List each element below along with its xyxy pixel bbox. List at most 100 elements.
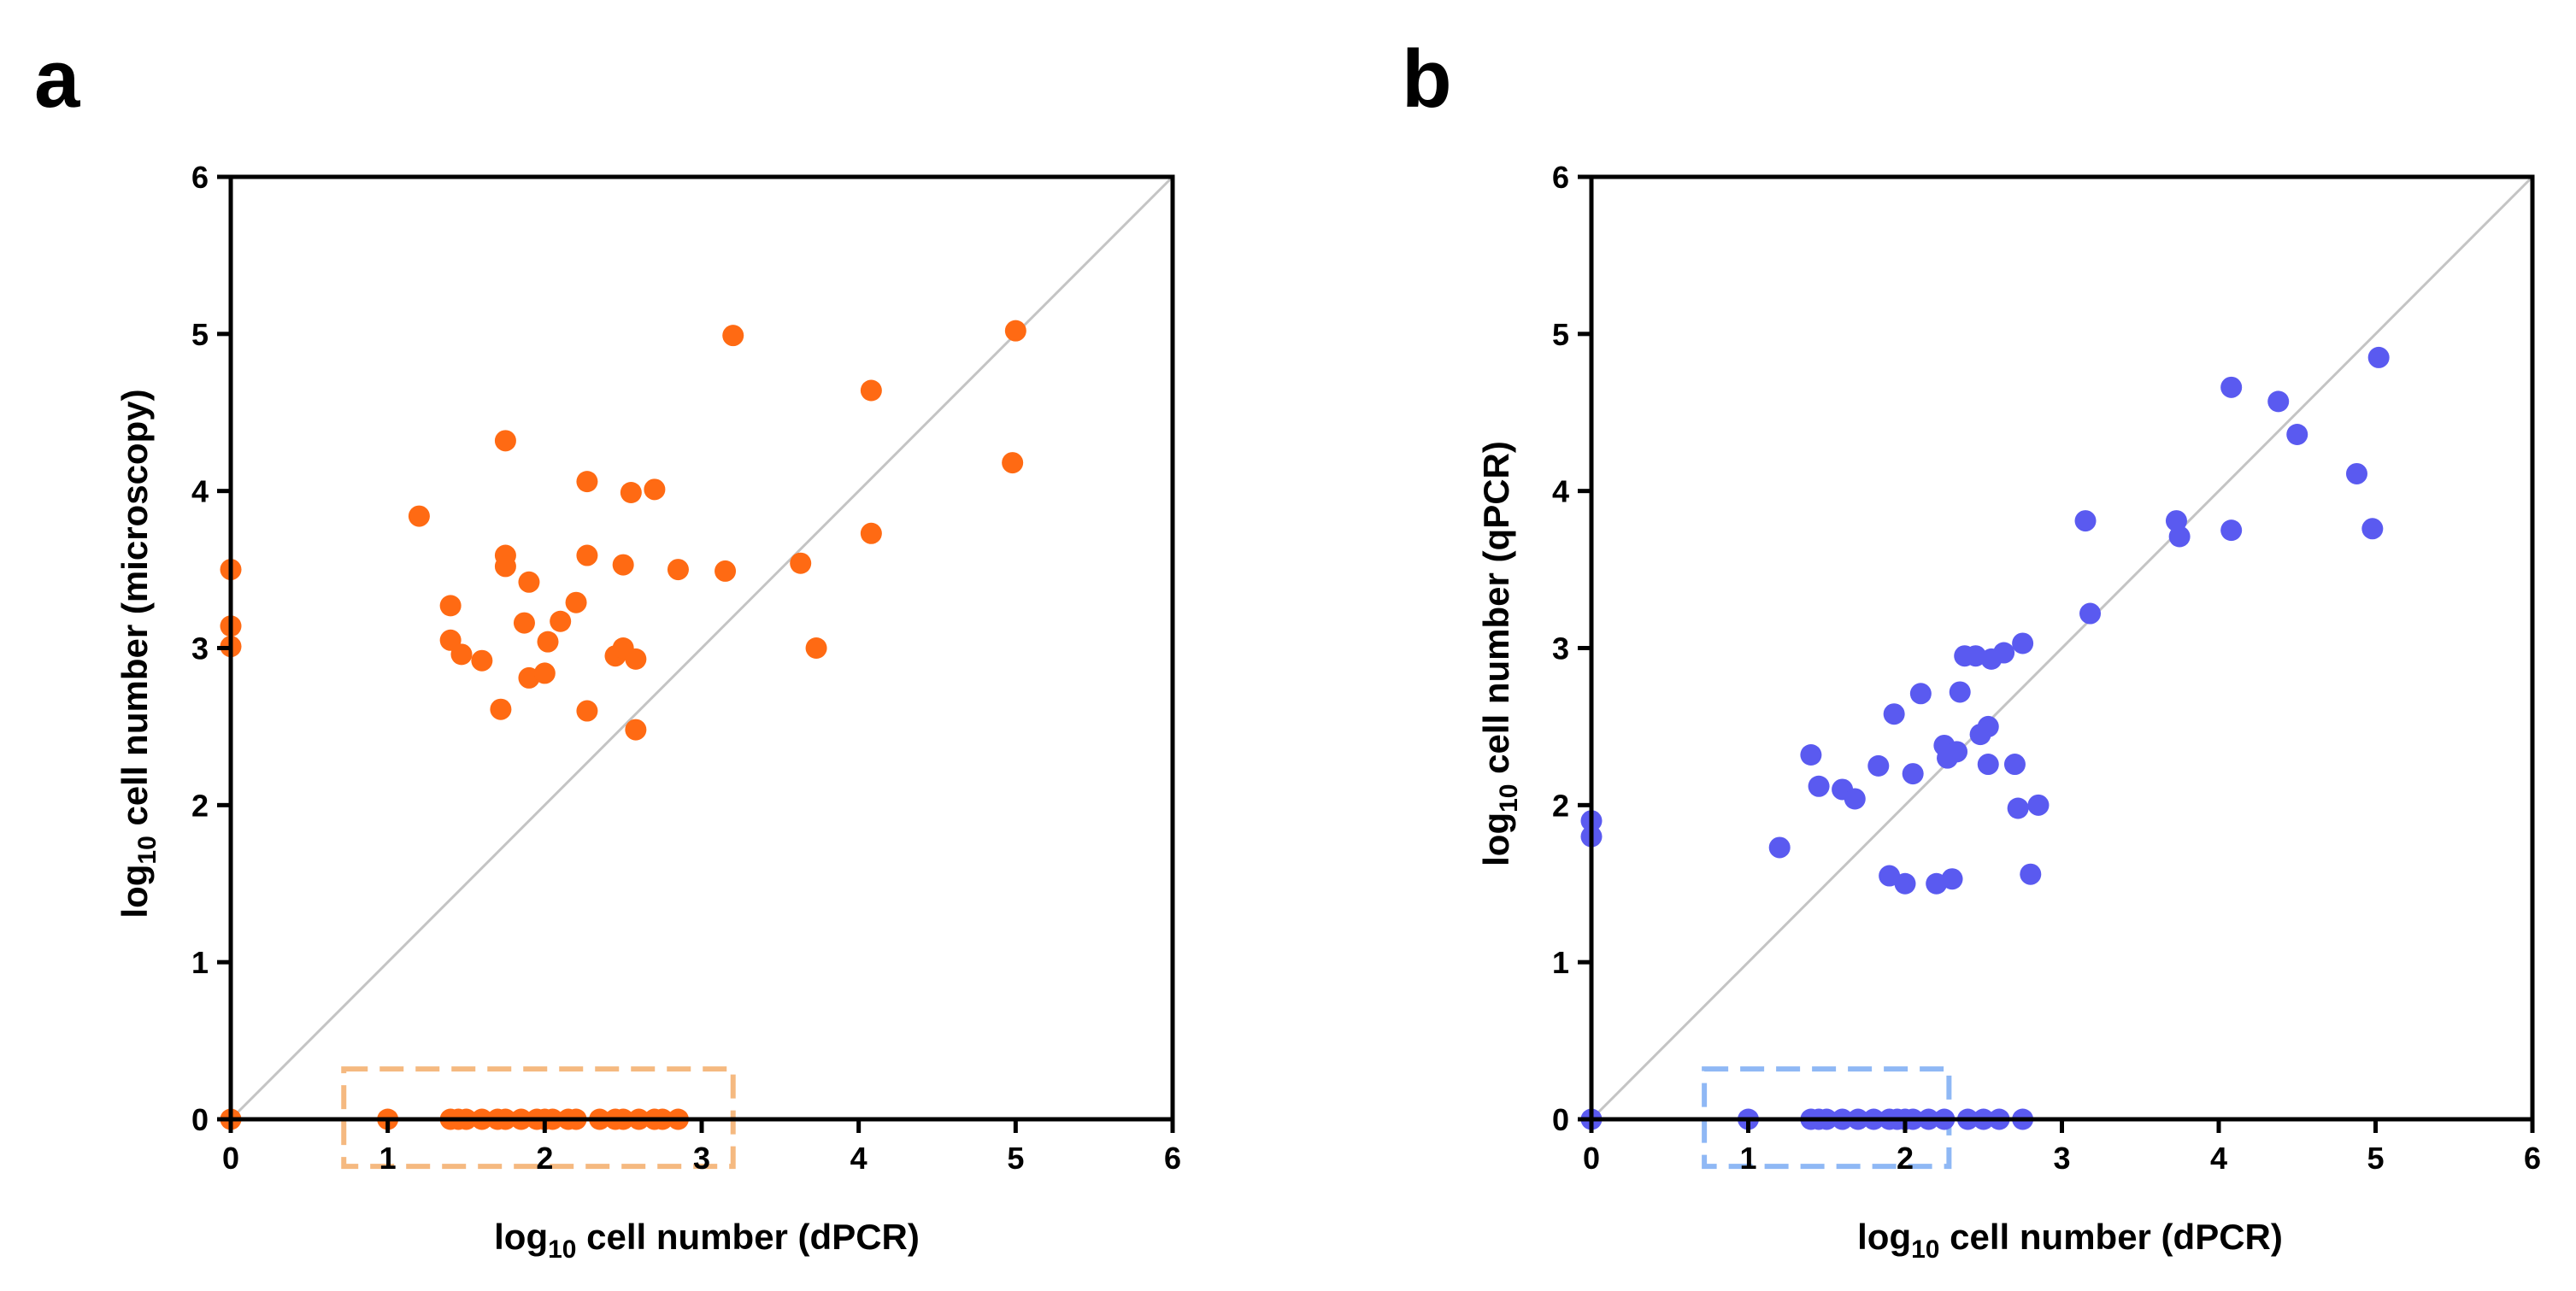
panel-b-point	[2220, 376, 2243, 398]
panel-b-point	[1800, 744, 1822, 766]
panel-a-point	[565, 591, 587, 613]
panel-a-point	[518, 571, 540, 593]
panel-b-y-tick-label: 3	[1552, 631, 1569, 666]
panel-b-point	[2027, 794, 2050, 816]
panel-b-point	[1949, 681, 1971, 703]
panel-a-y-tick-label: 2	[191, 788, 209, 823]
panel-b-point	[1883, 703, 1905, 725]
panel-a-letter: a	[34, 33, 80, 125]
panel-a-point	[625, 719, 647, 741]
panel-b-y-axis-label: log10 cell number (qPCR)	[1476, 441, 1523, 866]
panel-a-x-tick-label: 4	[850, 1141, 867, 1176]
panel-b-point	[1768, 836, 1791, 859]
panel-b-point	[2020, 863, 2042, 885]
panel-b-point	[2267, 390, 2290, 413]
panel-a-point	[715, 560, 737, 582]
panel-b-letter: b	[1402, 33, 1452, 125]
panel-b-x-tick-label: 6	[2524, 1141, 2541, 1176]
panel-a-point	[625, 648, 647, 670]
panel-b-x-tick-label: 1	[1739, 1141, 1756, 1176]
panel-a-x-tick-label: 6	[1164, 1141, 1181, 1176]
panel-a-point	[790, 552, 812, 574]
panel-a-point	[550, 610, 572, 632]
panel-b-point	[1977, 715, 1999, 737]
panel-b-point	[2345, 462, 2367, 484]
panel-b-point	[2168, 525, 2191, 548]
panel-a-x-tick-label: 2	[536, 1141, 553, 1176]
panel-a-x-axis-label: log10 cell number (dPCR)	[494, 1217, 920, 1264]
panel-b-x-axis-label: log10 cell number (dPCR)	[1857, 1217, 2283, 1264]
panel-a-point	[805, 637, 827, 659]
panel-a-point	[494, 430, 516, 452]
panel-a-point	[722, 325, 744, 347]
panel-a-y-tick-label: 0	[191, 1102, 209, 1137]
panel-a-point	[860, 522, 882, 544]
panel-b-point	[2012, 632, 2034, 654]
panel-a-point	[513, 612, 535, 634]
panel-b-y-tick-label: 0	[1552, 1102, 1569, 1137]
panel-b-x-tick-label: 0	[1583, 1141, 1600, 1176]
panel-a-y-axis-label: log10 cell number (microscopy)	[115, 389, 162, 918]
panel-b-point	[1941, 868, 1963, 890]
panel-b-identity-line	[1590, 175, 2534, 1121]
panel-b-points	[1580, 346, 2390, 1130]
panel-a-point	[576, 471, 598, 493]
panel-a-point	[494, 555, 516, 578]
panel-a-y-ticks: 0 1 2 3 4 5 6	[191, 160, 231, 1137]
panel-b-point	[2079, 602, 2102, 625]
panel-a-x-ticks: 0 1 2 3 4 5 6	[222, 1119, 1181, 1176]
panel-a-point	[471, 649, 493, 672]
panel-b-point	[2003, 754, 2026, 776]
panel-b-x-tick-label: 4	[2210, 1141, 2227, 1176]
panel-a-y-tick-label: 4	[191, 474, 209, 509]
panel-b-y-tick-label: 5	[1552, 317, 1569, 352]
panel-a-y-tick-label: 6	[191, 160, 209, 195]
panel-b-y-ticks: 0 1 2 3 4 5 6	[1552, 160, 1591, 1137]
panel-a-point	[860, 379, 882, 402]
panel-a-x-tick-label: 5	[1007, 1141, 1024, 1176]
panel-b-point	[1867, 754, 1890, 777]
panel-b-point	[2220, 519, 2243, 542]
panel-a-x-tick-label: 3	[693, 1141, 710, 1176]
panel-a-point	[576, 700, 598, 722]
panel-b: b 0 1 2 3 4 5 6 0 1 2 3 4 5 6 log10 cell number (dPC…	[1402, 33, 2541, 1264]
panel-b-y-tick-label: 2	[1552, 788, 1569, 823]
panel-b-point	[1808, 775, 1830, 797]
panel-a-point	[450, 643, 473, 666]
panel-b-point	[1909, 683, 1932, 705]
panel-a-point	[576, 544, 598, 566]
panel-a-point	[667, 559, 689, 581]
panel-b-point	[1902, 763, 1924, 785]
panel-a-points	[220, 320, 1026, 1130]
panel-b-point	[1844, 788, 1866, 810]
panel-a: a 0 1 2 3 4 5 6 0 1 2 3 4 5 6 log10 cell number (dPC…	[34, 33, 1181, 1264]
panel-b-point	[2074, 510, 2097, 532]
panel-a-x-tick-label: 1	[379, 1141, 397, 1176]
panel-a-y-tick-label: 5	[191, 317, 209, 352]
panel-b-y-tick-label: 4	[1552, 474, 1569, 509]
panel-b-point	[2286, 423, 2308, 445]
panel-b-y-tick-label: 1	[1552, 945, 1569, 980]
panel-b-x-ticks: 0 1 2 3 4 5 6	[1583, 1119, 2541, 1176]
panel-a-point	[439, 595, 462, 617]
panel-b-point	[1977, 754, 1999, 776]
panel-a-point	[537, 631, 559, 653]
panel-a-point	[490, 698, 512, 720]
panel-a-identity-line	[229, 175, 1174, 1121]
panel-a-point	[533, 662, 556, 684]
panel-b-point	[2367, 346, 2390, 368]
panel-b-point	[1894, 872, 1916, 895]
panel-a-x-tick-label: 0	[222, 1141, 239, 1176]
panel-a-point	[1002, 452, 1024, 474]
panel-b-x-tick-label: 3	[2053, 1141, 2070, 1176]
panel-a-point	[1004, 320, 1026, 342]
panel-b-y-tick-label: 6	[1552, 160, 1569, 195]
panel-a-point	[644, 478, 666, 501]
panel-b-x-tick-label: 5	[2367, 1141, 2384, 1176]
panel-b-point	[2007, 797, 2029, 819]
panel-b-point	[2361, 518, 2384, 540]
panel-a-point	[408, 505, 430, 527]
panel-a-point	[612, 554, 634, 576]
panel-b-point	[1946, 741, 1968, 763]
